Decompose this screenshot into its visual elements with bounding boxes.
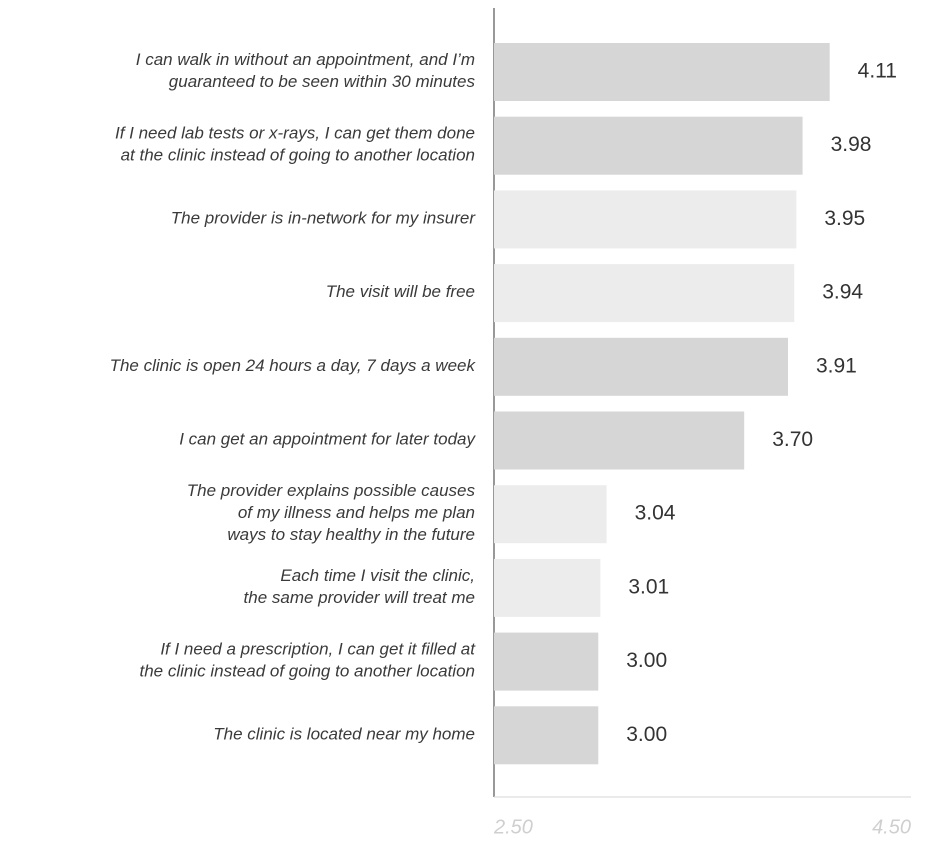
value-label: 3.98 [831, 133, 872, 156]
category-label: If I need a prescription, I can get it f… [139, 640, 476, 681]
category-label-line: The clinic is located near my home [213, 725, 475, 744]
category-label-line: at the clinic instead of going to anothe… [121, 146, 475, 165]
value-label: 3.00 [626, 723, 667, 746]
bar [494, 485, 607, 544]
value-label: 3.04 [635, 502, 676, 525]
bar [494, 264, 795, 323]
bar [494, 558, 601, 617]
value-label: 3.70 [772, 428, 813, 451]
category-label: The visit will be free [326, 283, 475, 302]
category-label-line: I can walk in without an appointment, an… [136, 50, 475, 69]
bar [494, 43, 830, 101]
category-label-line: guaranteed to be seen within 30 minutes [169, 72, 476, 91]
bar [494, 190, 797, 249]
category-label: The provider explains possible causes of … [187, 482, 476, 545]
x-tick-label: 2.50 [493, 816, 533, 838]
category-label-line: The visit will be free [326, 283, 475, 302]
category-label-line: The provider is in-network for my insure… [171, 209, 477, 228]
category-label-line: the same provider will treat me [244, 588, 475, 607]
category-label: The clinic is open 24 hours a day, 7 day… [110, 356, 477, 375]
value-label: 3.00 [626, 649, 667, 672]
bar [494, 116, 803, 175]
value-label: 3.94 [822, 281, 863, 304]
category-label: The clinic is located near my home [213, 725, 475, 744]
value-label: 3.95 [824, 207, 865, 230]
category-label-line: the clinic instead of going to another l… [139, 662, 475, 681]
category-label: Each time I visit the clinic, the same pr… [244, 566, 475, 607]
category-label-line: I can get an appointment for later today [179, 430, 476, 449]
bar [494, 632, 599, 691]
value-label: 4.11 [858, 60, 897, 83]
category-label-line: The provider explains possible causes [187, 482, 476, 501]
category-label: If I need lab tests or x-rays, I can get… [115, 124, 475, 165]
category-label-line: ways to stay healthy in the future [227, 526, 475, 545]
value-label: 3.91 [816, 354, 857, 377]
category-label-line: Each time I visit the clinic, [280, 566, 475, 585]
category-label: The provider is in-network for my insure… [171, 209, 477, 228]
category-label-line: If I need lab tests or x-rays, I can get… [115, 124, 475, 143]
bar [494, 706, 599, 765]
category-label-line: If I need a prescription, I can get it f… [160, 640, 476, 659]
bar [494, 337, 788, 396]
bar [494, 411, 745, 470]
value-label: 3.01 [628, 575, 669, 598]
category-label-line: The clinic is open 24 hours a day, 7 day… [110, 356, 477, 375]
category-label-line: of my illness and helps me plan [238, 504, 475, 523]
x-tick-label: 4.50 [872, 816, 911, 838]
category-label: I can walk in without an appointment, an… [136, 50, 476, 91]
category-label: I can get an appointment for later today [179, 430, 476, 449]
